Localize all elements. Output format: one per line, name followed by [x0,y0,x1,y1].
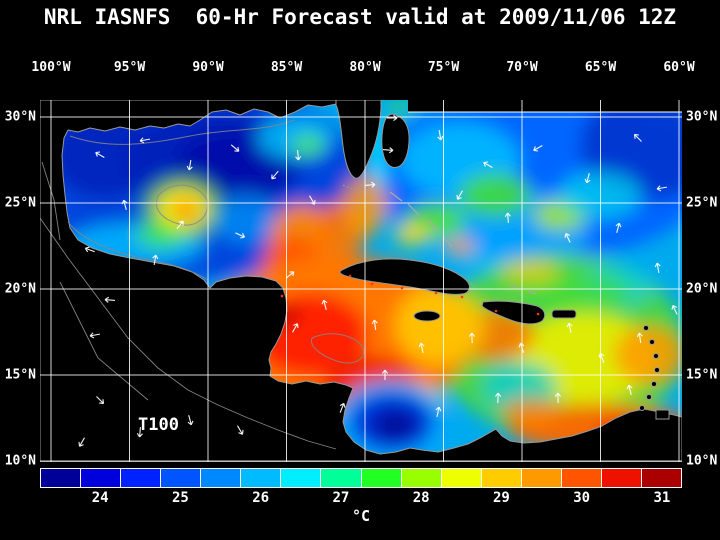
land-cuba [339,258,470,295]
lat-label: 10°N [686,453,718,469]
colorbar-tick: 30 [573,490,591,506]
colorbar-tick: 25 [172,490,189,506]
colorbar-cell [401,469,441,487]
mask-top-right-strip [408,100,682,112]
page-title: NRL IASNFS 60-Hr Forecast valid at 2009/… [43,5,677,29]
colorbar-cell [361,469,401,487]
lat-label: 25°N [4,195,36,211]
lon-label: 60°W [663,60,695,75]
map-svg: T100 [40,100,682,462]
lon-label: 75°W [427,60,460,75]
colorbar-tick: 28 [412,490,430,506]
lon-label: 100°W [31,60,71,75]
colorbar-unit: °C [351,507,371,525]
lon-label: 65°W [584,60,617,75]
florida-keys [342,183,377,190]
colorbar-tick: 27 [332,490,350,506]
map-canvas: T100 [40,100,682,462]
colorbar-cell [641,469,681,487]
land-lesser-antilles [639,325,670,420]
land-bahama-bank [381,113,410,168]
colorbar-cell [121,469,161,487]
lat-label: 15°N [4,367,36,383]
lat-axis-right: 30°N 25°N 20°N 15°N 10°N [684,100,720,469]
lat-label: 15°N [686,367,718,383]
lon-label: 70°W [506,60,538,75]
colorbar-cell [481,469,521,487]
coastal-speckles [280,274,540,316]
colorbar-cell [521,469,561,487]
lon-label: 85°W [270,60,303,75]
colorbar-cell [81,469,121,487]
lon-label: 95°W [113,60,146,75]
pacific-coastlines [40,161,337,450]
colorbar-cell [161,469,201,487]
lat-label: 20°N [4,281,36,297]
lon-label: 80°W [349,60,381,75]
colorbar-tick: 31 [653,490,671,506]
colorbar-ticks: 24 25 26 27 28 29 30 31 [40,490,682,506]
land-jamaica [413,310,441,322]
bathymetry-contours [67,119,365,364]
lat-label: 30°N [4,109,36,125]
colorbar-cell [561,469,601,487]
lat-label: 25°N [686,195,718,211]
colorbar-tick: 26 [252,490,270,506]
bahamas-outlines [389,191,537,295]
land-mask [40,100,682,462]
field-label: T100 [138,415,179,435]
colorbar-cell [441,469,481,487]
lat-label: 30°N [686,109,718,125]
current-vector-arrows [78,114,678,447]
lat-label: 10°N [4,453,36,469]
colorbar-cell [201,469,241,487]
lon-axis: 100°W 95°W 90°W 85°W 80°W 75°W 70°W 65°W 60°W [31,60,694,78]
lat-label: 20°N [686,281,718,297]
lat-axis-left: 30°N 25°N 20°N 15°N 10°N [0,100,38,469]
colorbar-cell [41,469,81,487]
colorbar-cell [281,469,321,487]
colorbar-cell [601,469,641,487]
land-hispaniola [481,300,546,325]
colorbar-tick: 24 [91,490,109,506]
colorbar-cell [241,469,281,487]
colorbar-cell [321,469,361,487]
colorbar [40,468,682,488]
colorbar-tick: 29 [493,490,510,506]
lon-label: 90°W [192,60,224,75]
land-florida [335,100,382,179]
land-puerto-rico [551,309,577,319]
grid-lines [40,100,682,462]
